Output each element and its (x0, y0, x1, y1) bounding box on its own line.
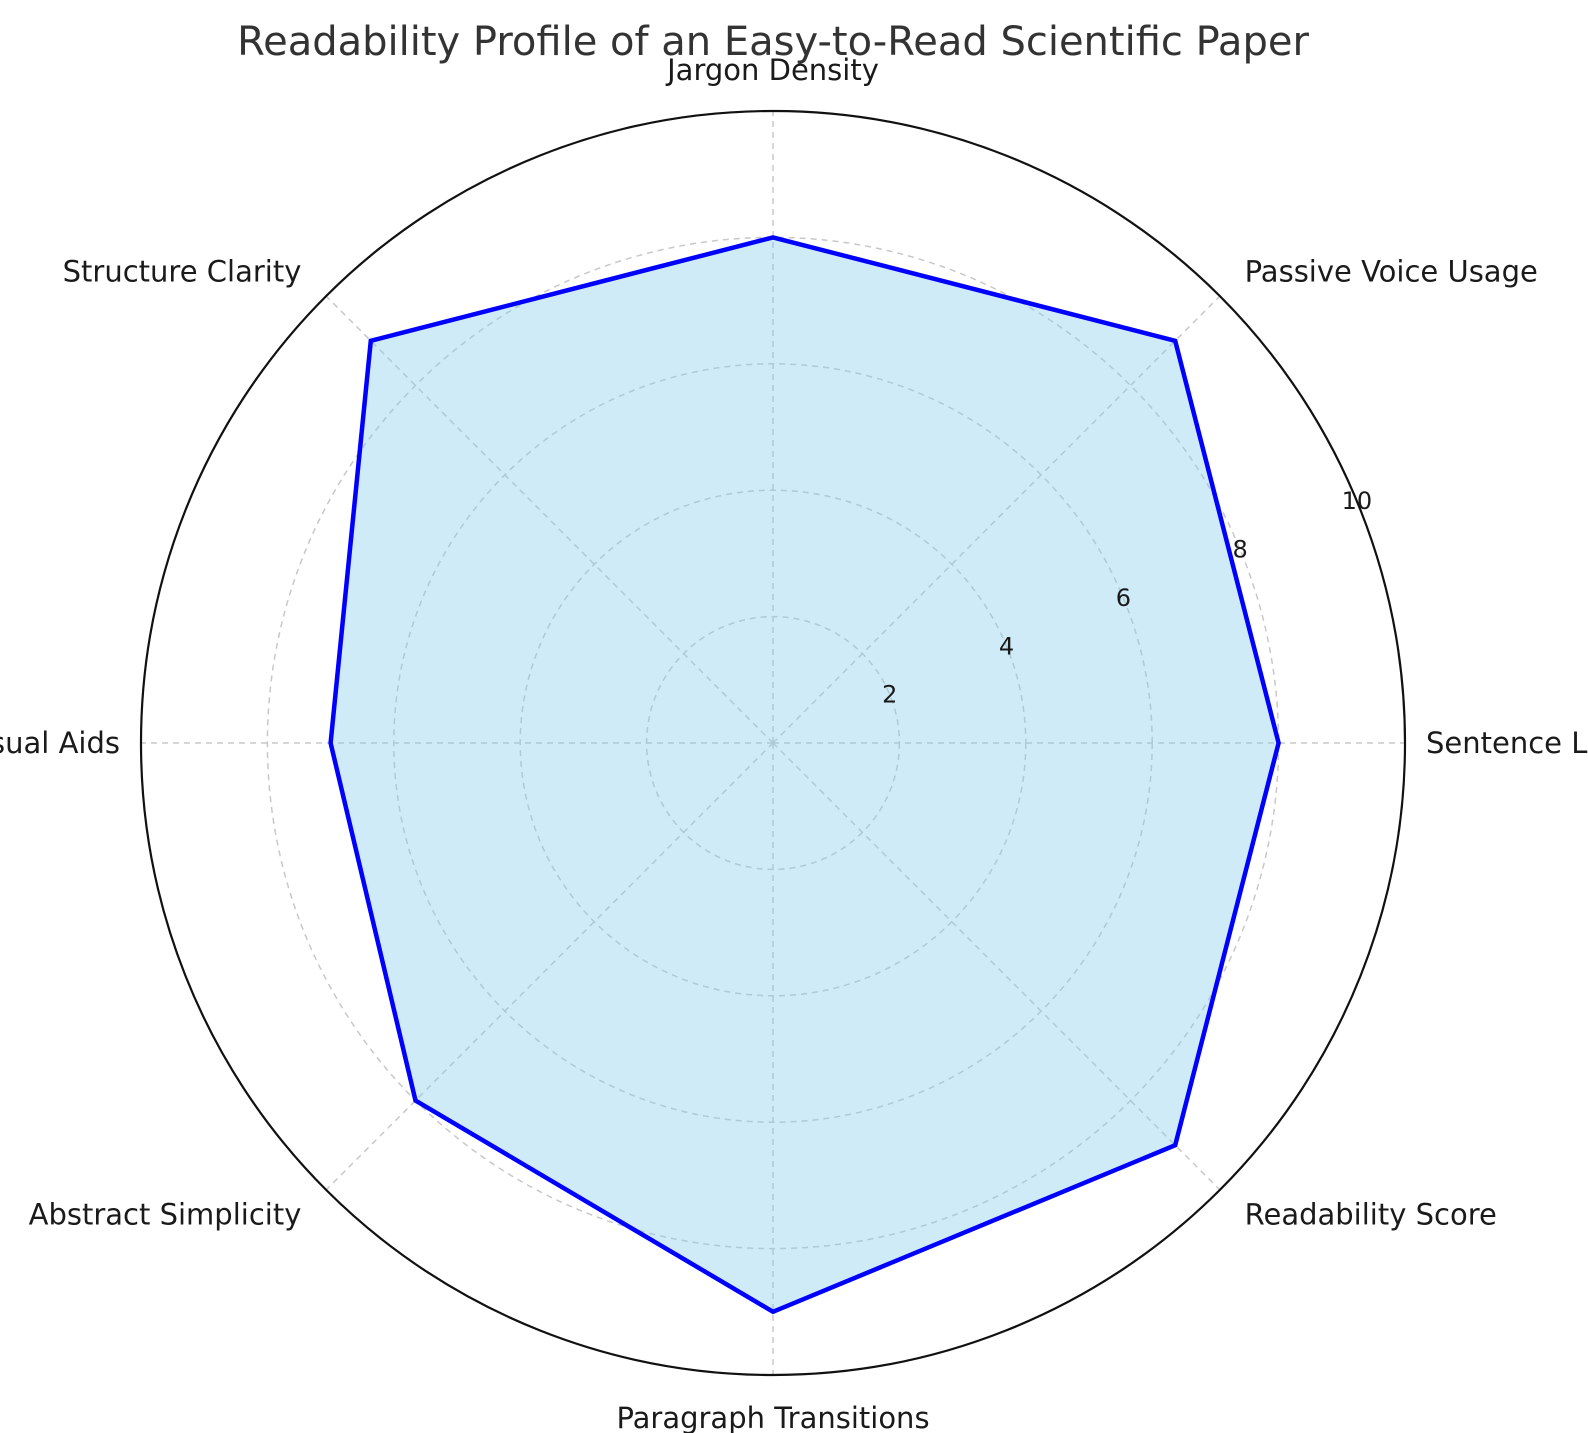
r-tick-label-10: 10 (1342, 487, 1373, 515)
data-point-4 (328, 740, 334, 746)
category-label-1: Passive Voice Usage (1245, 254, 1538, 288)
grid-ring-4 (519, 489, 1027, 997)
data-point-3 (368, 338, 374, 344)
data-point-5 (412, 1098, 418, 1104)
label-layer: Sentence Length Passive Voice Usage Jargon… (0, 53, 1588, 1433)
r-tick-label-4: 4 (999, 632, 1014, 660)
data-point-0 (1276, 740, 1282, 746)
r-tick-label-6: 6 (1116, 584, 1131, 612)
r-tick-label-8: 8 (1232, 536, 1247, 564)
data-point-1 (1172, 338, 1178, 344)
category-label-5: Abstract Simplicity (29, 1198, 302, 1232)
data-area (330, 237, 1279, 1312)
r-tick-label-2: 2 (882, 681, 897, 709)
chart-title: Readability Profile of an Easy-to-Read S… (237, 19, 1309, 65)
outer-ring (139, 109, 1407, 1377)
data-layer (328, 234, 1282, 1315)
category-label-2: Jargon Density (665, 53, 879, 87)
category-label-7: Readability Score (1245, 1198, 1497, 1232)
data-point-6 (770, 1309, 776, 1315)
data-line (328, 235, 1281, 1315)
category-label-6: Paragraph Transitions (616, 1401, 929, 1433)
category-label-3: Structure Clarity (63, 254, 302, 288)
category-label-0: Sentence Length (1426, 726, 1588, 760)
category-label-4: Visual Aids (0, 726, 120, 760)
data-point-7 (1172, 1142, 1178, 1148)
outer-ring-layer (139, 109, 1407, 1377)
grid-layer (141, 111, 1405, 1375)
data-point-2 (770, 234, 776, 240)
